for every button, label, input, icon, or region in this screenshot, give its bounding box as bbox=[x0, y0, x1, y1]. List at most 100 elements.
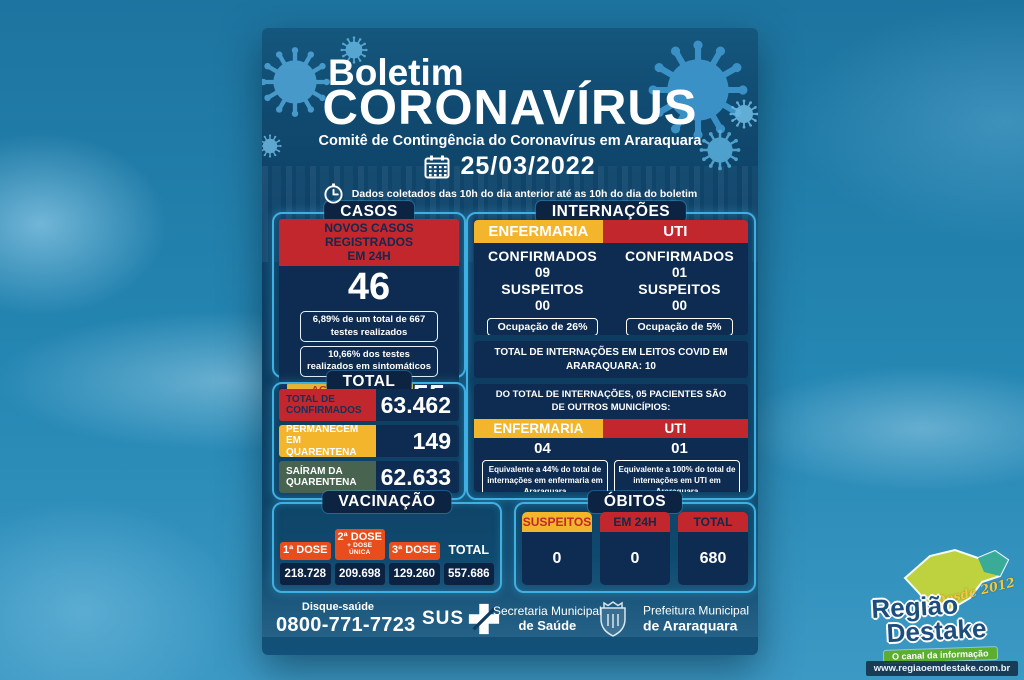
collection-note-row: Dados coletados das 10h do dia anterior … bbox=[262, 183, 758, 204]
regiao-destake-watermark: Desde 2012 Região Destake O canal da inf… bbox=[866, 548, 1018, 678]
enfermaria-confirmados-value: 09 bbox=[534, 265, 551, 280]
section-vacinacao-title: VACINAÇÃO bbox=[322, 491, 452, 513]
ward-tabs-outros: ENFERMARIA UTI bbox=[474, 418, 748, 438]
secretaria-saude-label: Secretaria Municipal de Saúde bbox=[493, 604, 602, 634]
tests-note-1: 6,89% de um total de 667 testes realizad… bbox=[300, 311, 438, 342]
sus-logo-text: SUS bbox=[422, 608, 465, 629]
table-row: SAÍRAM DA QUARENTENA 62.633 bbox=[279, 461, 459, 493]
secretaria-line1: Secretaria Municipal bbox=[493, 604, 602, 619]
dose3-label: 3ª DOSE bbox=[389, 542, 440, 560]
dose3-label-text: 3ª DOSE bbox=[392, 544, 437, 557]
obitos-suspeitos-box: SUSPEITOS 0 bbox=[522, 512, 592, 585]
bulletin-poster: Boletim CORONAVÍRUS Comitê de Contingênc… bbox=[262, 28, 758, 655]
section-total-title: TOTAL bbox=[326, 371, 412, 393]
section-casos: CASOS NOVOS CASOS REGISTRADOS EM 24H 46 … bbox=[272, 201, 466, 414]
clock-icon bbox=[324, 183, 343, 204]
uti-confirmados-label: CONFIRMADOS bbox=[624, 248, 735, 264]
uti-confirmados-value: 01 bbox=[671, 265, 688, 280]
quarentena-sairam-value: 62.633 bbox=[380, 463, 451, 490]
dose2-label: 2ª DOSE + DOSE ÚNICA bbox=[334, 528, 385, 560]
dose3-value: 129.260 bbox=[389, 563, 440, 585]
prefeitura-line2: de Araraquara bbox=[643, 617, 738, 634]
section-internacoes: INTERNAÇÕES ENFERMARIA UTI CONFIRMADOS 0… bbox=[466, 201, 756, 500]
outros-enfermaria-note: Equivalente a 44% do total de internaçõe… bbox=[482, 459, 608, 492]
bulletin-subtitle: Comitê de Contingência do Coronavírus em… bbox=[318, 133, 702, 149]
vacinacao-column-dose3: 3ª DOSE 129.260 bbox=[389, 510, 440, 585]
poster-footer: Disque-saúde 0800-771-7723 SUS Secretari… bbox=[262, 595, 758, 643]
section-obitos: ÓBITOS SUSPEITOS 0 EM 24H 0 TOTAL 680 bbox=[514, 491, 756, 593]
quarentena-permanecem-label: PERMANECEM EM QUARENTENA bbox=[279, 425, 376, 457]
watermark-url: www.regiaoemdestake.com.br bbox=[866, 661, 1018, 676]
outros-municipios-block: DO TOTAL DE INTERNAÇÕES, 05 PACIENTES SÃ… bbox=[474, 384, 748, 492]
vacinacao-column-total: TOTAL 557.686 bbox=[443, 510, 495, 585]
obitos-suspeitos-label: SUSPEITOS bbox=[522, 512, 592, 532]
dose1-label-text: 1ª DOSE bbox=[283, 544, 328, 557]
quarentena-sairam-label: SAÍRAM DA QUARENTENA bbox=[279, 461, 376, 493]
total-confirmados-value: 63.462 bbox=[380, 391, 451, 418]
section-vacinacao: VACINAÇÃO 1ª DOSE 218.728 2ª DOSE + DOSE… bbox=[272, 491, 502, 593]
internacoes-main-block: ENFERMARIA UTI CONFIRMADOS 09 SUSPEITOS … bbox=[474, 220, 748, 335]
tab-enfermaria: ENFERMARIA bbox=[474, 220, 603, 243]
section-obitos-title: ÓBITOS bbox=[587, 491, 683, 513]
prefeitura-label: Prefeitura Municipal de Araraquara bbox=[643, 603, 749, 634]
new-cases-banner: NOVOS CASOS REGISTRADOS EM 24H bbox=[279, 219, 459, 267]
enfermaria-ocupacao-badge: Ocupação de 26% bbox=[486, 318, 599, 335]
outros-uti-value: 01 bbox=[671, 439, 688, 457]
total-leitos-strip: TOTAL DE INTERNAÇÕES EM LEITOS COVID EM … bbox=[474, 341, 748, 378]
obitos-total-value: 680 bbox=[699, 549, 727, 567]
new-cases-banner-line2: EM 24H bbox=[347, 248, 391, 263]
sao-paulo-map-icon bbox=[903, 548, 1010, 612]
sus-cross-icon bbox=[468, 603, 500, 635]
uti-column: CONFIRMADOS 01 SUSPEITOS 00 Ocupação de … bbox=[611, 248, 748, 335]
section-casos-title: CASOS bbox=[324, 201, 414, 223]
section-total: TOTAL TOTAL DE CONFIRMADOS 63.462 PERMAN… bbox=[272, 371, 466, 500]
coat-of-arms-icon bbox=[600, 601, 626, 637]
table-row: TOTAL DE CONFIRMADOS 63.462 bbox=[279, 389, 459, 421]
hotline-number: 0800-771-7723 bbox=[276, 613, 416, 636]
bulletin-title: CORONAVÍRUS bbox=[322, 81, 698, 135]
dose2-label-text: 2ª DOSE bbox=[337, 530, 382, 543]
obitos-suspeitos-value: 0 bbox=[552, 549, 562, 567]
obitos-total-box: TOTAL 680 bbox=[678, 512, 748, 585]
tab-uti: UTI bbox=[602, 220, 748, 243]
new-cases-banner-line1: NOVOS CASOS REGISTRADOS bbox=[324, 221, 414, 249]
health-hotline: Disque-saúde 0800-771-7723 bbox=[276, 601, 416, 637]
vacinacao-column-dose2: 2ª DOSE + DOSE ÚNICA 209.698 bbox=[334, 510, 385, 585]
uti-suspeitos-value: 00 bbox=[671, 298, 688, 313]
section-internacoes-title: INTERNAÇÕES bbox=[535, 201, 687, 223]
date-row: 25/03/2022 bbox=[262, 152, 758, 181]
vacinacao-total-label-text: TOTAL bbox=[448, 542, 489, 557]
dose2-sublabel: + DOSE ÚNICA bbox=[347, 542, 373, 557]
dose2-value: 209.698 bbox=[334, 563, 385, 585]
dose1-value: 218.728 bbox=[280, 563, 331, 585]
obitos-24h-value: 0 bbox=[630, 549, 640, 567]
obitos-total-label: TOTAL bbox=[678, 512, 748, 532]
sus-logo: SUS bbox=[422, 602, 501, 636]
watermark-brand-name: Região Destake bbox=[871, 589, 988, 648]
tab-enfermaria-outros: ENFERMARIA bbox=[474, 418, 603, 438]
new-cases-value: 46 bbox=[347, 266, 391, 309]
enfermaria-suspeitos-label: SUSPEITOS bbox=[501, 281, 584, 297]
bulletin-date: 25/03/2022 bbox=[460, 152, 596, 180]
vacinacao-total-label: TOTAL bbox=[444, 541, 495, 560]
prefeitura-line1: Prefeitura Municipal bbox=[643, 603, 750, 618]
obitos-24h-label: EM 24H bbox=[600, 512, 670, 532]
uti-suspeitos-label: SUSPEITOS bbox=[638, 281, 721, 297]
outros-uti-note: Equivalente a 100% do total de internaçõ… bbox=[614, 459, 740, 492]
vacinacao-total-value: 557.686 bbox=[443, 563, 494, 585]
total-confirmados-label: TOTAL DE CONFIRMADOS bbox=[279, 389, 376, 421]
outros-enfermaria-value: 04 bbox=[534, 439, 551, 457]
vacinacao-column-dose1: 1ª DOSE 218.728 bbox=[280, 510, 331, 585]
outros-municipios-header: DO TOTAL DE INTERNAÇÕES, 05 PACIENTES SÃ… bbox=[495, 389, 727, 413]
enfermaria-column: CONFIRMADOS 09 SUSPEITOS 00 Ocupação de … bbox=[474, 248, 611, 335]
enfermaria-confirmados-label: CONFIRMADOS bbox=[487, 248, 598, 264]
obitos-24h-box: EM 24H 0 bbox=[600, 512, 670, 585]
ward-tabs: ENFERMARIA UTI bbox=[474, 220, 748, 243]
collection-note: Dados coletados das 10h do dia anterior … bbox=[351, 187, 698, 200]
enfermaria-suspeitos-value: 00 bbox=[534, 298, 551, 313]
hotline-label: Disque-saúde bbox=[301, 601, 375, 614]
table-row: PERMANECEM EM QUARENTENA 149 bbox=[279, 425, 459, 457]
dose1-label: 1ª DOSE bbox=[280, 542, 331, 560]
watermark-name-line2: Destake bbox=[885, 612, 988, 648]
calendar-icon bbox=[424, 155, 450, 178]
